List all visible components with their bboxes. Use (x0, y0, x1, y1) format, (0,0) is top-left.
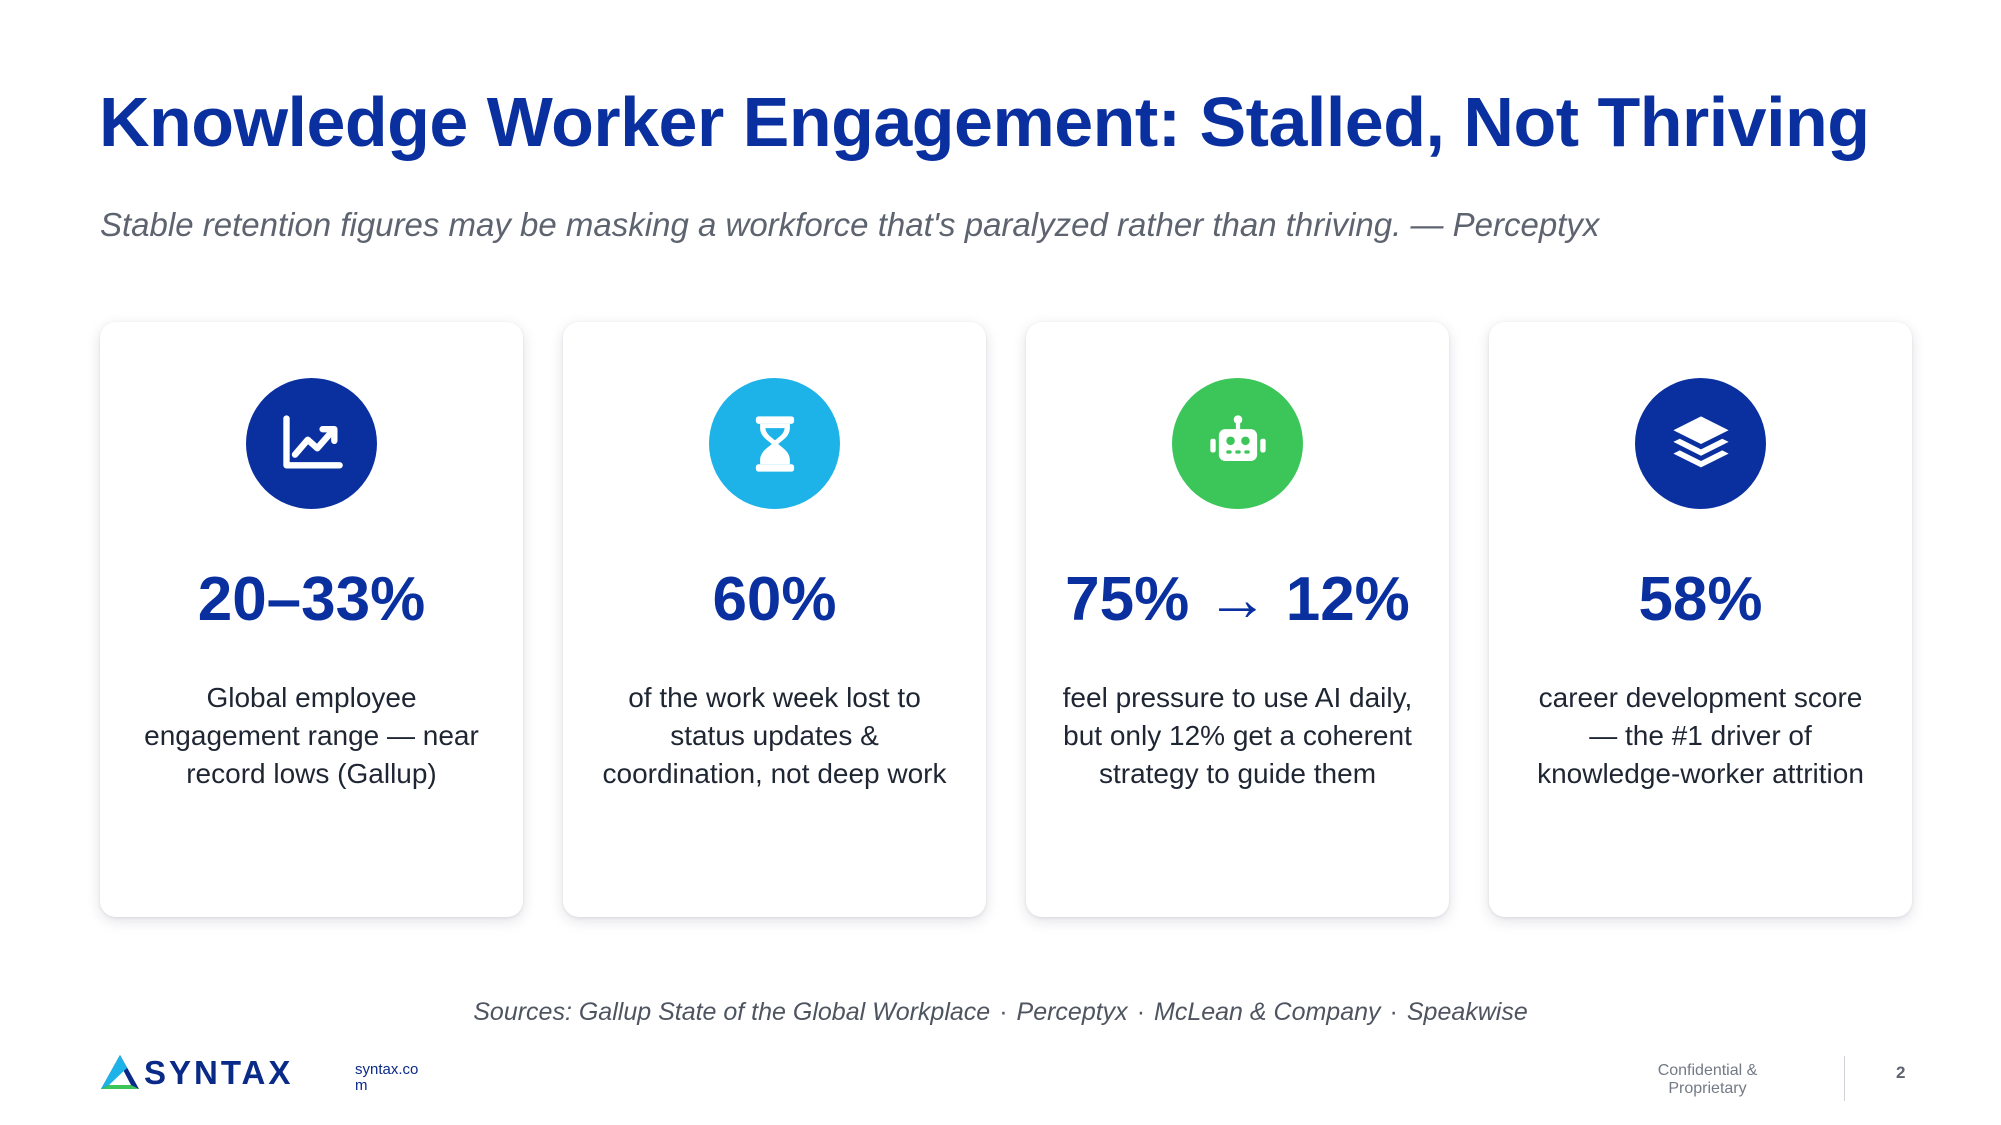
hourglass-icon (709, 378, 840, 509)
source-item: Speakwise (1406, 998, 1528, 1026)
stat-card-engagement: 20–33% Global employee engagement range … (100, 322, 523, 917)
slide-title: Knowledge Worker Engagement: Stalled, No… (99, 83, 1870, 161)
stat-card-career-development: 58% career development score — the #1 dr… (1489, 322, 1912, 917)
chart-line-icon (246, 378, 377, 509)
footer-divider (1844, 1056, 1845, 1101)
separator-dot: · (1136, 998, 1146, 1026)
stat-description: of the work week lost to status updates … (602, 682, 947, 789)
robot-icon (1172, 378, 1303, 509)
stat-value: 58% (1638, 565, 1763, 634)
separator-dot: · (1389, 998, 1398, 1026)
source-item: Perceptyx (1016, 998, 1128, 1026)
page-number: 2 (1896, 1063, 1906, 1082)
slide-subtitle: Stable retention figures may be masking … (100, 206, 1600, 243)
stat-value: 75% → 12% (1065, 565, 1410, 634)
source-item: Gallup State of the Global Workplace (578, 998, 991, 1026)
syntax-logo: SYNTAX (100, 1054, 293, 1090)
separator-dot: · (999, 998, 1008, 1026)
stat-description: feel pressure to use AI daily, but only … (1062, 682, 1413, 789)
site-link[interactable]: syntax.com (355, 1061, 419, 1094)
stat-description: Global employee engagement range — near … (144, 682, 479, 789)
confidential-label: Confidential & Proprietary (1657, 1062, 1758, 1097)
stat-card-work-week: 60% of the work week lost to status upda… (563, 322, 986, 917)
logo-text: SYNTAX (144, 1053, 294, 1091)
stat-cards: 20–33% Global employee engagement range … (100, 322, 1912, 917)
stat-value: 60% (712, 565, 837, 634)
syntax-triangle-logo (101, 1055, 139, 1089)
stat-value: 20–33% (197, 565, 426, 634)
sources-line: Sources: Gallup State of the Global Work… (0, 998, 2001, 1027)
stat-card-ai-pressure: 75% → 12% feel pressure to use AI daily,… (1026, 322, 1449, 917)
source-item: McLean & Company (1154, 998, 1381, 1026)
sources-prefix: Sources: (473, 998, 572, 1026)
stat-description: career development score — the #1 driver… (1537, 682, 1864, 789)
layers-icon (1635, 378, 1766, 509)
